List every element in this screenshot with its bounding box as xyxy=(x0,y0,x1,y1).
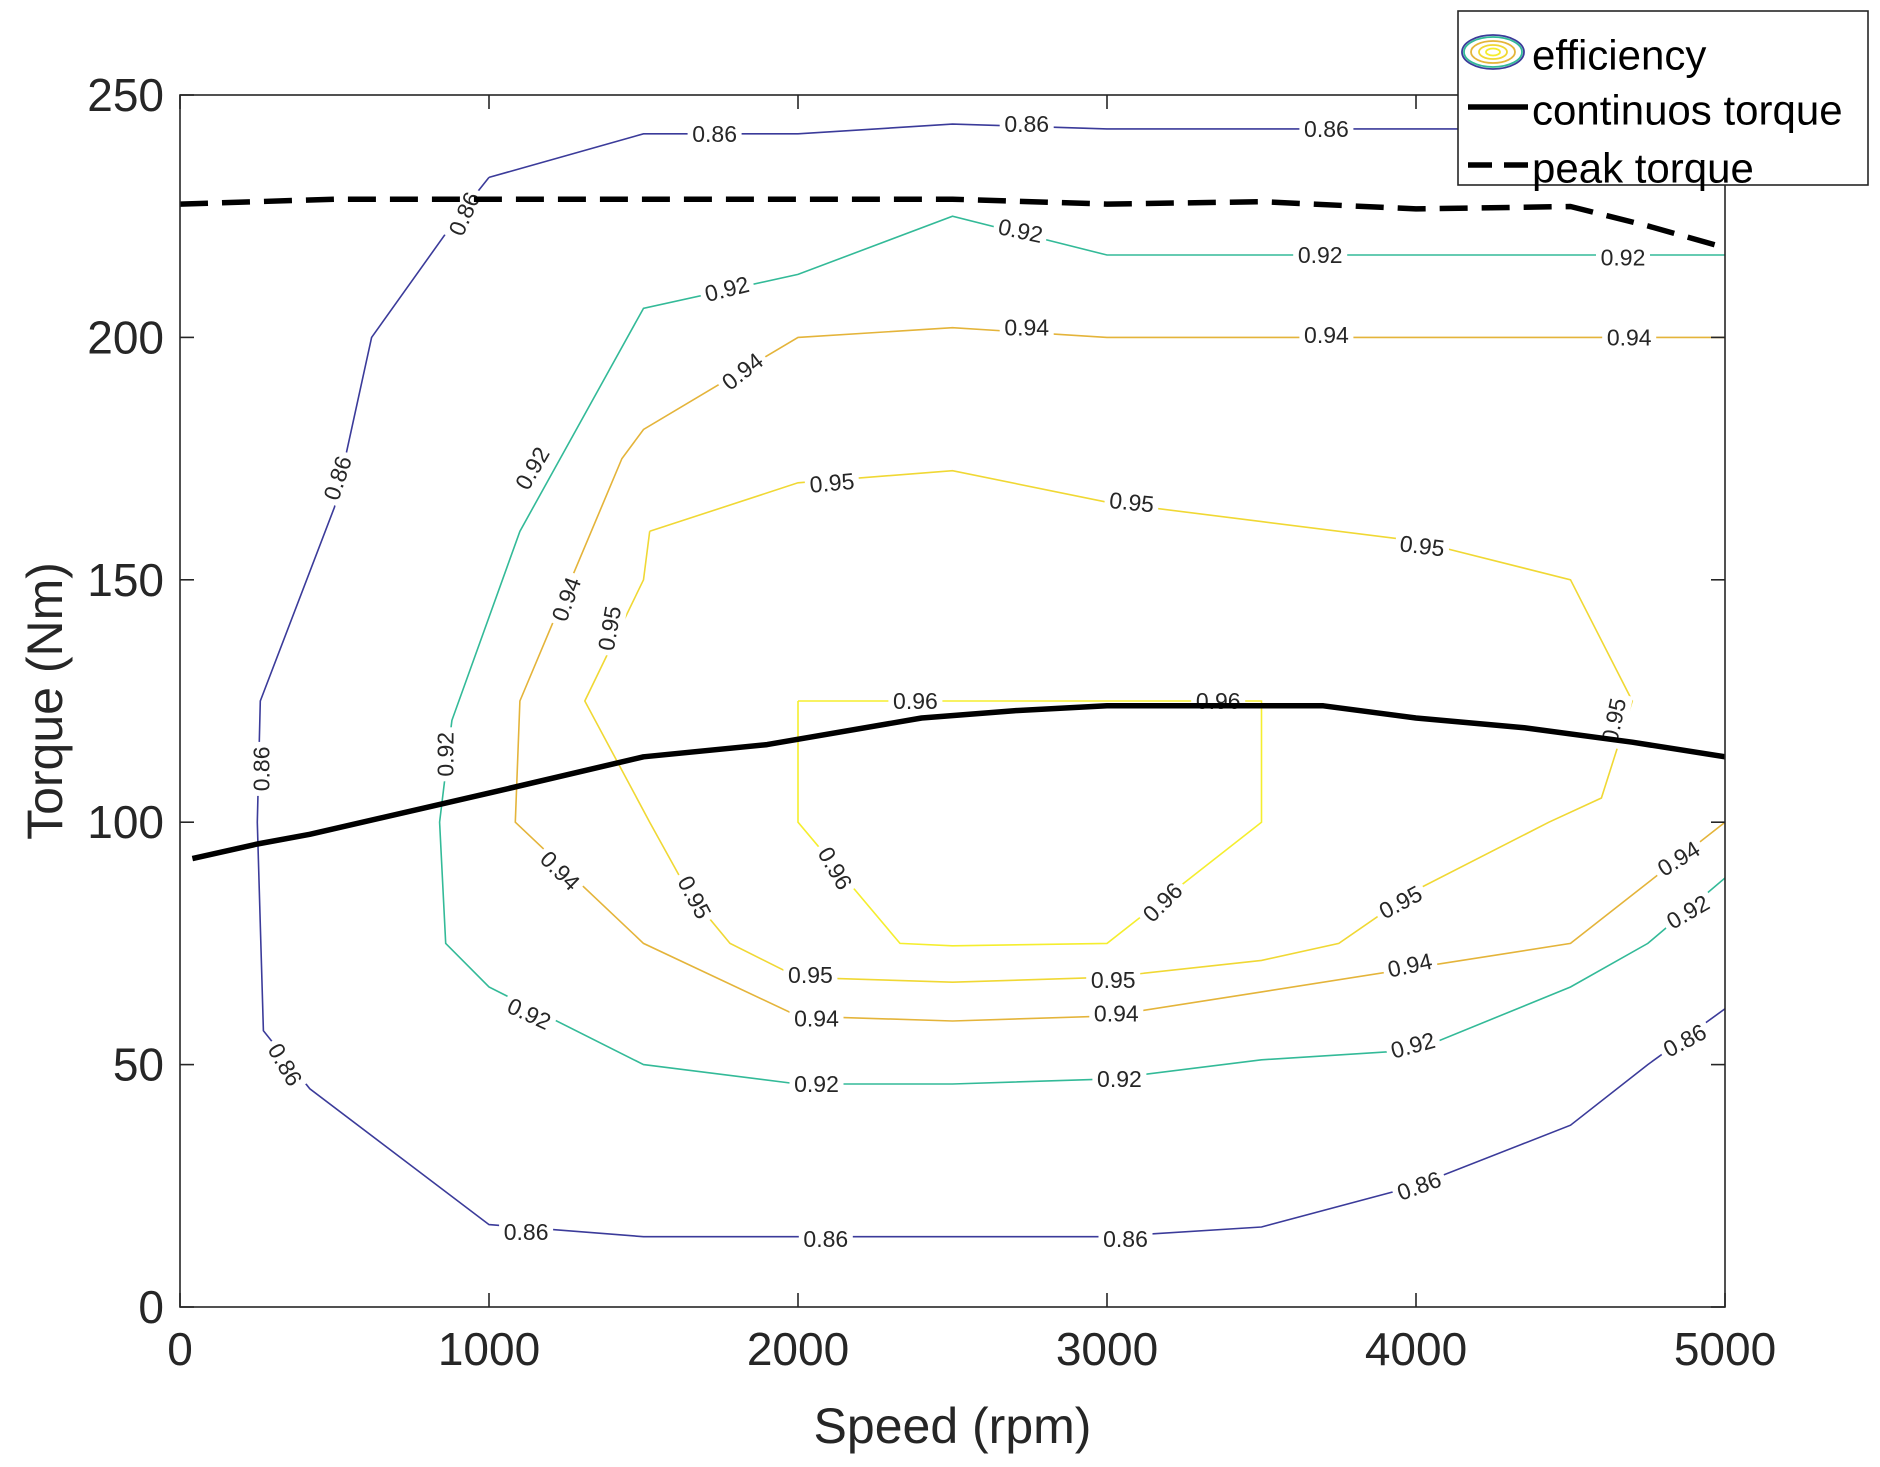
contour-label-text: 0.95 xyxy=(1398,530,1446,561)
contour-label-0.95-3: 0.95 xyxy=(591,599,628,658)
axes-layer: 0 1000 2000 3000 4000 5000 0 50 100 150 200 250 Spee… xyxy=(17,69,1776,1454)
y-tick-label-250: 250 xyxy=(87,69,164,121)
legend-label-continuos-torque: continuos torque xyxy=(1532,87,1843,134)
contour-label-text: 0.86 xyxy=(1304,116,1349,142)
contour-label-0.94-0: 0.94 xyxy=(999,313,1054,342)
contour-label-text: 0.96 xyxy=(893,688,938,714)
torque-curves-layer xyxy=(180,196,1725,862)
contour-label-text: 0.92 xyxy=(1097,1066,1142,1092)
x-tick-label-0: 0 xyxy=(167,1323,193,1375)
contour-label-0.86-7: 0.86 xyxy=(499,1217,554,1246)
contour-0.95: 0.950.950.950.950.950.95 0.950.950.95 xyxy=(583,466,1634,994)
contour-label-0.92-5: 0.92 xyxy=(431,727,460,782)
contour-label-0.95-0: 0.95 xyxy=(803,466,861,500)
contour-label-0.86-2: 0.86 xyxy=(1299,114,1354,143)
contour-label-text: 0.95 xyxy=(809,468,856,498)
contour-label-text: 0.92 xyxy=(1298,242,1343,268)
legend-efficiency-swatch xyxy=(1461,34,1525,70)
contour-label-0.94-3: 0.94 xyxy=(712,343,773,399)
legend-label-peak-torque: peak torque xyxy=(1532,145,1754,192)
contour-label-0.86-0: 0.86 xyxy=(687,119,742,148)
contour-label-text: 0.86 xyxy=(692,121,737,147)
contour-label-0.95-6: 0.95 xyxy=(1086,965,1141,994)
plot-frame xyxy=(179,94,1726,1308)
contour-label-0.92-3: 0.92 xyxy=(697,268,757,310)
peak-torque-line xyxy=(180,196,1725,251)
x-tick-label-1000: 1000 xyxy=(438,1323,540,1375)
contour-label-0.95-5: 0.95 xyxy=(783,960,838,989)
contour-label-0.94-1: 0.94 xyxy=(1299,321,1354,349)
contour-label-text: 0.94 xyxy=(794,1006,839,1032)
contour-label-text: 0.94 xyxy=(1607,324,1652,350)
x-tick-label-4000: 4000 xyxy=(1365,1323,1467,1375)
x-tick-label-3000: 3000 xyxy=(1056,1323,1158,1375)
contour-label-0.86-1: 0.86 xyxy=(999,110,1054,139)
legend: efficiency continuos torque peak torque xyxy=(1457,10,1869,192)
contour-label-0.92-2: 0.92 xyxy=(1596,243,1650,272)
contour-label-text: 0.95 xyxy=(788,962,833,988)
contour-label-text: 0.96 xyxy=(1196,688,1241,714)
y-tick-label-100: 100 xyxy=(87,796,164,848)
contour-label-text: 0.86 xyxy=(248,747,274,792)
contour-label-text: 0.86 xyxy=(504,1219,549,1245)
continuos-torque-line xyxy=(191,703,1725,862)
contour-label-0.92-1: 0.92 xyxy=(1293,241,1348,269)
contour-label-0.86-9: 0.86 xyxy=(1098,1225,1153,1254)
x-tick-label-2000: 2000 xyxy=(747,1323,849,1375)
contour-label-text: 0.94 xyxy=(1004,315,1049,341)
contour-line-0.86-0 xyxy=(488,123,1494,179)
y-tick-label-200: 200 xyxy=(87,311,164,363)
legend-box xyxy=(1457,10,1869,186)
x-tick-label-5000: 5000 xyxy=(1674,1323,1776,1375)
contour-label-0.92-7: 0.92 xyxy=(789,1070,844,1098)
legend-label-efficiency: efficiency xyxy=(1532,32,1706,79)
contour-0.94: 0.94 0.94 0.940.940.940.940.94 0.940.940.94 xyxy=(514,313,1725,1033)
y-tick-label-50: 50 xyxy=(113,1039,164,1091)
contour-layer: 0.86 0.86 0.860.860.860.860.860.86 0.86 0.86… xyxy=(247,110,1725,1254)
y-tick-label-0: 0 xyxy=(138,1281,164,1333)
contour-label-text: 0.92 xyxy=(433,732,459,777)
contour-label-text: 0.86 xyxy=(803,1226,848,1252)
contour-label-text: 0.94 xyxy=(1304,322,1349,348)
contour-label-text: 0.94 xyxy=(1094,1001,1139,1027)
contour-label-0.96-0: 0.96 xyxy=(888,687,943,715)
contour-0.96: 0.96 0.960.960.96 xyxy=(797,687,1263,947)
y-axis-label: Torque (Nm) xyxy=(17,562,73,840)
y-tick-label-150: 150 xyxy=(87,554,164,606)
contour-0.92: 0.920.92 0.920.920.920.920.920.92 0.920.92… xyxy=(431,211,1725,1098)
contour-label-0.86-5: 0.86 xyxy=(247,741,276,796)
contour-label-text: 0.92 xyxy=(794,1071,839,1097)
contour-line-0.95-0 xyxy=(583,469,1634,984)
contour-label-0.94-7: 0.94 xyxy=(1089,999,1144,1028)
contour-label-text: 0.95 xyxy=(1108,487,1155,518)
contour-label-0.86-10: 0.86 xyxy=(1388,1163,1450,1209)
contour-label-text: 0.92 xyxy=(1601,244,1646,270)
contour-label-text: 0.86 xyxy=(1004,111,1049,137)
contour-label-0.86-8: 0.86 xyxy=(798,1225,853,1254)
contour-label-0.95-2: 0.95 xyxy=(1393,528,1451,564)
contour-label-0.94-2: 0.94 xyxy=(1602,323,1657,352)
x-axis-label: Speed (rpm) xyxy=(814,1398,1092,1454)
contour-label-text: 0.86 xyxy=(1103,1226,1148,1252)
contour-label-0.96-1: 0.96 xyxy=(1191,687,1246,715)
contour-label-0.95-1: 0.95 xyxy=(1103,485,1161,519)
contour-label-0.94-6: 0.94 xyxy=(789,1004,844,1033)
contour-label-0.92-8: 0.92 xyxy=(1092,1065,1147,1094)
contour-label-text: 0.95 xyxy=(1091,967,1136,993)
